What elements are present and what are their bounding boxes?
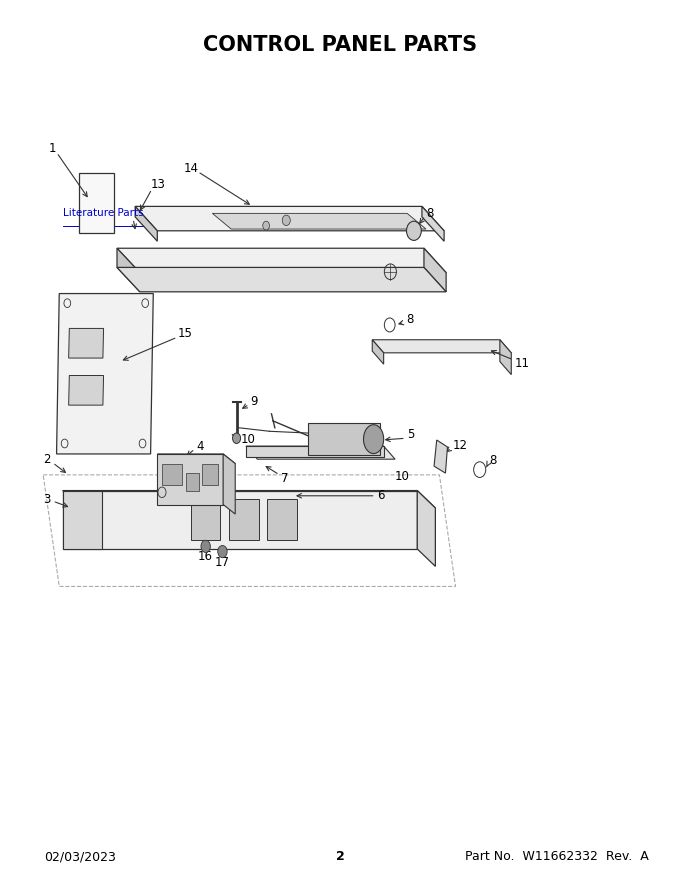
Polygon shape [308, 423, 380, 455]
Polygon shape [372, 340, 511, 353]
Polygon shape [418, 490, 435, 567]
Polygon shape [157, 454, 235, 464]
Polygon shape [246, 446, 395, 459]
Polygon shape [246, 446, 384, 458]
Circle shape [407, 221, 422, 240]
Text: 15: 15 [177, 327, 192, 341]
Text: 6: 6 [377, 489, 384, 502]
Polygon shape [135, 207, 444, 231]
Circle shape [233, 433, 241, 444]
Polygon shape [69, 328, 103, 358]
Text: 8: 8 [406, 313, 413, 326]
Polygon shape [500, 340, 511, 375]
Polygon shape [117, 268, 446, 292]
Polygon shape [63, 490, 101, 549]
Text: 12: 12 [453, 439, 468, 451]
Polygon shape [229, 499, 258, 540]
Text: 11: 11 [515, 356, 530, 370]
Circle shape [218, 546, 227, 558]
Text: 8: 8 [426, 207, 433, 220]
Polygon shape [372, 340, 384, 364]
Text: 2: 2 [336, 850, 344, 863]
Text: Literature Parts: Literature Parts [63, 209, 144, 218]
Text: 7: 7 [281, 472, 289, 485]
Text: 3: 3 [44, 493, 51, 506]
Ellipse shape [364, 425, 384, 453]
Polygon shape [80, 173, 114, 232]
Polygon shape [223, 454, 235, 514]
Bar [162, 465, 182, 486]
Text: 9: 9 [251, 395, 258, 408]
Polygon shape [212, 213, 426, 229]
Text: 8: 8 [489, 454, 496, 467]
Text: 13: 13 [150, 178, 165, 191]
Circle shape [282, 215, 290, 225]
Circle shape [201, 540, 210, 553]
Text: 2: 2 [44, 452, 51, 466]
Text: CONTROL PANEL PARTS: CONTROL PANEL PARTS [203, 34, 477, 55]
Text: 17: 17 [215, 555, 230, 568]
Polygon shape [157, 454, 223, 504]
Polygon shape [135, 207, 157, 241]
Polygon shape [117, 248, 140, 292]
Polygon shape [69, 376, 103, 405]
Polygon shape [56, 294, 153, 454]
Text: 5: 5 [407, 429, 415, 441]
Polygon shape [117, 248, 446, 273]
Polygon shape [191, 499, 220, 540]
Bar [186, 473, 199, 490]
Circle shape [262, 221, 269, 230]
Bar [202, 465, 218, 486]
Polygon shape [63, 490, 435, 508]
Text: 10: 10 [395, 470, 410, 483]
Text: Part No.  W11662332  Rev.  A: Part No. W11662332 Rev. A [465, 850, 649, 863]
Polygon shape [267, 499, 297, 540]
Text: 10: 10 [241, 433, 256, 445]
Text: 4: 4 [197, 440, 204, 452]
Text: 1: 1 [49, 143, 56, 156]
Polygon shape [434, 440, 447, 473]
Text: 16: 16 [198, 550, 213, 563]
Polygon shape [63, 490, 418, 549]
Text: 14: 14 [184, 162, 199, 174]
Polygon shape [424, 248, 446, 292]
Polygon shape [422, 207, 444, 241]
Text: 02/03/2023: 02/03/2023 [44, 850, 116, 863]
